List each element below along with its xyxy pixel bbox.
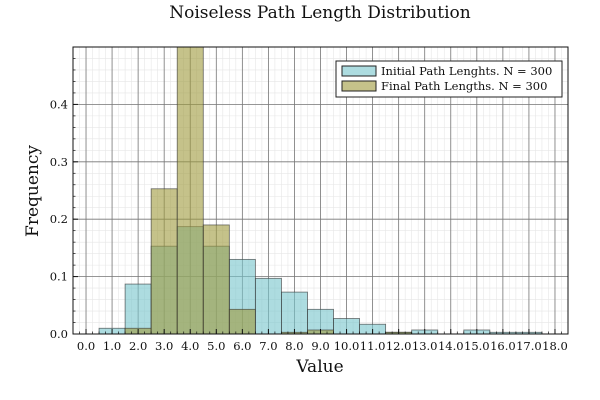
histogram-bar [150,188,178,335]
legend-label-initial: Initial Path Lenghts. N = 300 [381,64,552,78]
x-tick-label: 1.0 [103,339,121,353]
ticks: 0.0 1.0 2.0 3.0 4.0 5.0 6.0 7.0 8.0 9.0 10.0 11.0 12… [50,46,569,353]
y-tick-label: 0.2 [50,212,68,226]
x-axis-label: Value [295,357,343,377]
legend-label-final: Final Path Lengths. N = 300 [381,79,547,93]
legend-swatch-final [341,80,377,92]
x-tick-label: 5.0 [207,339,225,353]
x-tick-label: 0.0 [77,339,95,353]
y-axis-label: Frequency [23,145,43,237]
x-tick-label: 11.0 [360,339,386,353]
chart-title: Noiseless Path Length Distribution [169,3,471,23]
x-tick-label: 17.0 [516,339,542,353]
y-tick-label: 0.4 [50,97,68,111]
x-tick-label: 6.0 [233,339,251,353]
legend-swatch-initial [341,65,377,77]
x-tick-label: 10.0 [334,339,360,353]
x-tick-label: 4.0 [181,339,199,353]
x-tick-label: 15.0 [464,339,490,353]
histogram-bar [254,277,282,335]
x-tick-label: 14.0 [438,339,464,353]
x-tick-label: 7.0 [259,339,277,353]
x-tick-label: 9.0 [311,339,329,353]
y-tick-label: 0.1 [50,270,68,284]
x-tick-label: 13.0 [412,339,438,353]
x-tick-label: 16.0 [490,339,516,353]
x-tick-label: 2.0 [129,339,147,353]
x-tick-label: 18.0 [542,339,568,353]
x-tick-label: 3.0 [155,339,173,353]
histogram-bar [202,224,230,335]
histogram-bar [176,46,204,335]
x-tick-label: 12.0 [386,339,412,353]
x-tick-label: 8.0 [285,339,303,353]
legend: Initial Path Lenghts. N = 300 Final Path… [335,60,563,98]
histogram-bar [124,283,152,335]
histogram-bar [281,291,308,335]
y-tick-label: 0.0 [50,327,68,341]
y-tick-label: 0.3 [50,155,68,169]
